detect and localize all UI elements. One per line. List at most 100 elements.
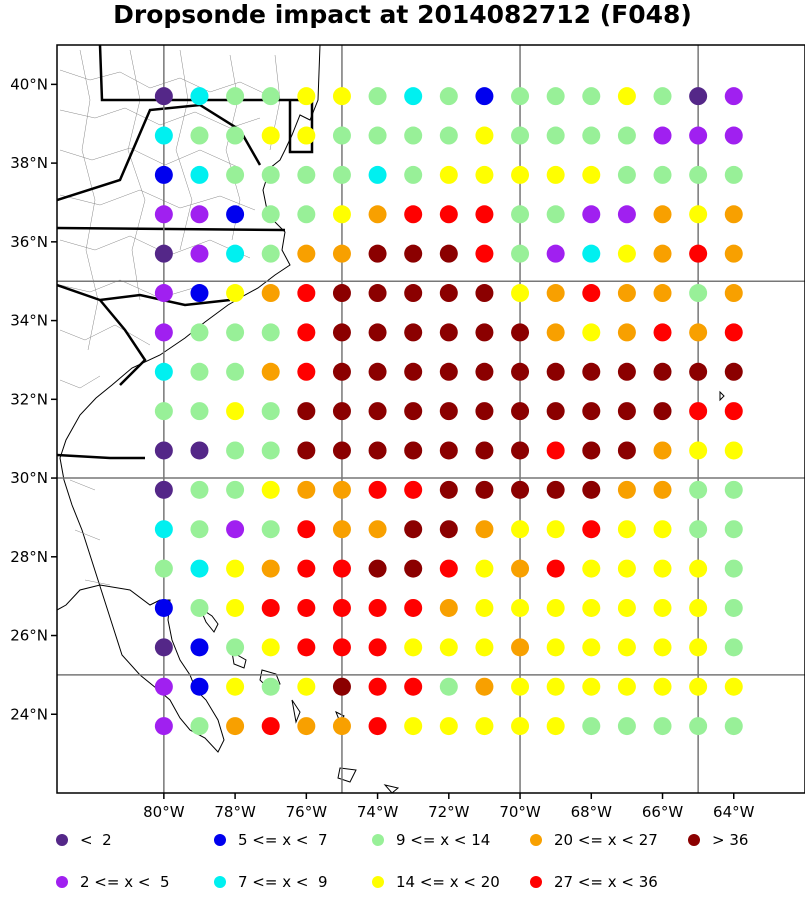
impact-dot (332, 520, 351, 539)
impact-dot (617, 205, 636, 224)
impact-dot (546, 520, 565, 539)
impact-dot (226, 362, 245, 381)
impact-dot (689, 480, 708, 499)
impact-dot (475, 559, 494, 578)
impact-dot (617, 244, 636, 263)
legend-label: > 36 (712, 831, 749, 849)
impact-dot (154, 638, 173, 657)
impact-dot (475, 677, 494, 696)
impact-dot (154, 441, 173, 460)
impact-dot (475, 638, 494, 657)
impact-dot (154, 559, 173, 578)
impact-dot (689, 559, 708, 578)
impact-dot (404, 244, 423, 263)
impact-dot (546, 165, 565, 184)
impact-dot (511, 559, 530, 578)
impact-dot (154, 362, 173, 381)
impact-dot (261, 480, 280, 499)
x-tick-label: 70°W (499, 803, 541, 821)
impact-dot (226, 598, 245, 617)
impact-dot (368, 598, 387, 617)
impact-dot (368, 323, 387, 342)
impact-dot (368, 126, 387, 145)
impact-dot (582, 244, 601, 263)
x-tick-label: 76°W (286, 803, 328, 821)
impact-dot (439, 126, 458, 145)
impact-dot (261, 559, 280, 578)
impact-dot (582, 717, 601, 736)
impact-dot (190, 402, 209, 421)
legend-item: 5 <= x < 7 (214, 829, 328, 851)
legend-swatch (56, 834, 68, 846)
impact-dot (297, 165, 316, 184)
impact-dot (439, 244, 458, 263)
impact-dot (653, 638, 672, 657)
impact-dot (475, 126, 494, 145)
impact-dot (511, 284, 530, 303)
legend-swatch (56, 876, 68, 888)
impact-dot (475, 323, 494, 342)
impact-dot (617, 362, 636, 381)
impact-dot (475, 284, 494, 303)
impact-dot (511, 441, 530, 460)
impact-dot (226, 402, 245, 421)
impact-dot (653, 677, 672, 696)
impact-dot (226, 441, 245, 460)
impact-dot (439, 441, 458, 460)
impact-dot (439, 717, 458, 736)
impact-dot (332, 87, 351, 106)
impact-dot (297, 402, 316, 421)
impact-dot (404, 441, 423, 460)
legend-item: 14 <= x < 20 (372, 871, 500, 893)
legend-swatch (530, 876, 542, 888)
impact-dot (653, 205, 672, 224)
x-tick-label: 68°W (571, 803, 613, 821)
impact-dot (653, 598, 672, 617)
impact-dot (261, 598, 280, 617)
impact-dot (297, 362, 316, 381)
impact-dot (404, 362, 423, 381)
impact-dot (689, 441, 708, 460)
x-tick-label: 80°W (143, 803, 185, 821)
impact-dot (368, 87, 387, 106)
impact-dot (154, 87, 173, 106)
impact-dot (297, 520, 316, 539)
impact-dot (582, 362, 601, 381)
impact-dot (475, 717, 494, 736)
legend-label: 5 <= x < 7 (238, 831, 328, 849)
impact-dot (190, 441, 209, 460)
impact-dot (582, 598, 601, 617)
impact-dot (190, 362, 209, 381)
impact-dot (368, 717, 387, 736)
y-tick-label: 28°N (10, 548, 48, 566)
impact-dot (689, 284, 708, 303)
impact-dot (511, 165, 530, 184)
impact-dot (368, 480, 387, 499)
impact-dot (226, 87, 245, 106)
impact-dot (546, 87, 565, 106)
impact-dot (546, 717, 565, 736)
impact-dot (190, 559, 209, 578)
impact-dot (546, 677, 565, 696)
impact-dot (404, 165, 423, 184)
impact-dot (297, 126, 316, 145)
legend-label: 9 <= x < 14 (396, 831, 491, 849)
impact-dot (546, 638, 565, 657)
impact-dot (689, 165, 708, 184)
impact-dot (332, 717, 351, 736)
impact-dot (261, 717, 280, 736)
impact-dot (724, 717, 743, 736)
impact-dot (546, 323, 565, 342)
impact-dot (226, 244, 245, 263)
impact-dot (582, 87, 601, 106)
legend-swatch (214, 834, 226, 846)
impact-dot (546, 598, 565, 617)
impact-dot (439, 362, 458, 381)
impact-dot (261, 677, 280, 696)
impact-dot (154, 402, 173, 421)
impact-dot (332, 677, 351, 696)
impact-dot (226, 323, 245, 342)
impact-dot (154, 284, 173, 303)
impact-dot (653, 244, 672, 263)
impact-dot (689, 244, 708, 263)
